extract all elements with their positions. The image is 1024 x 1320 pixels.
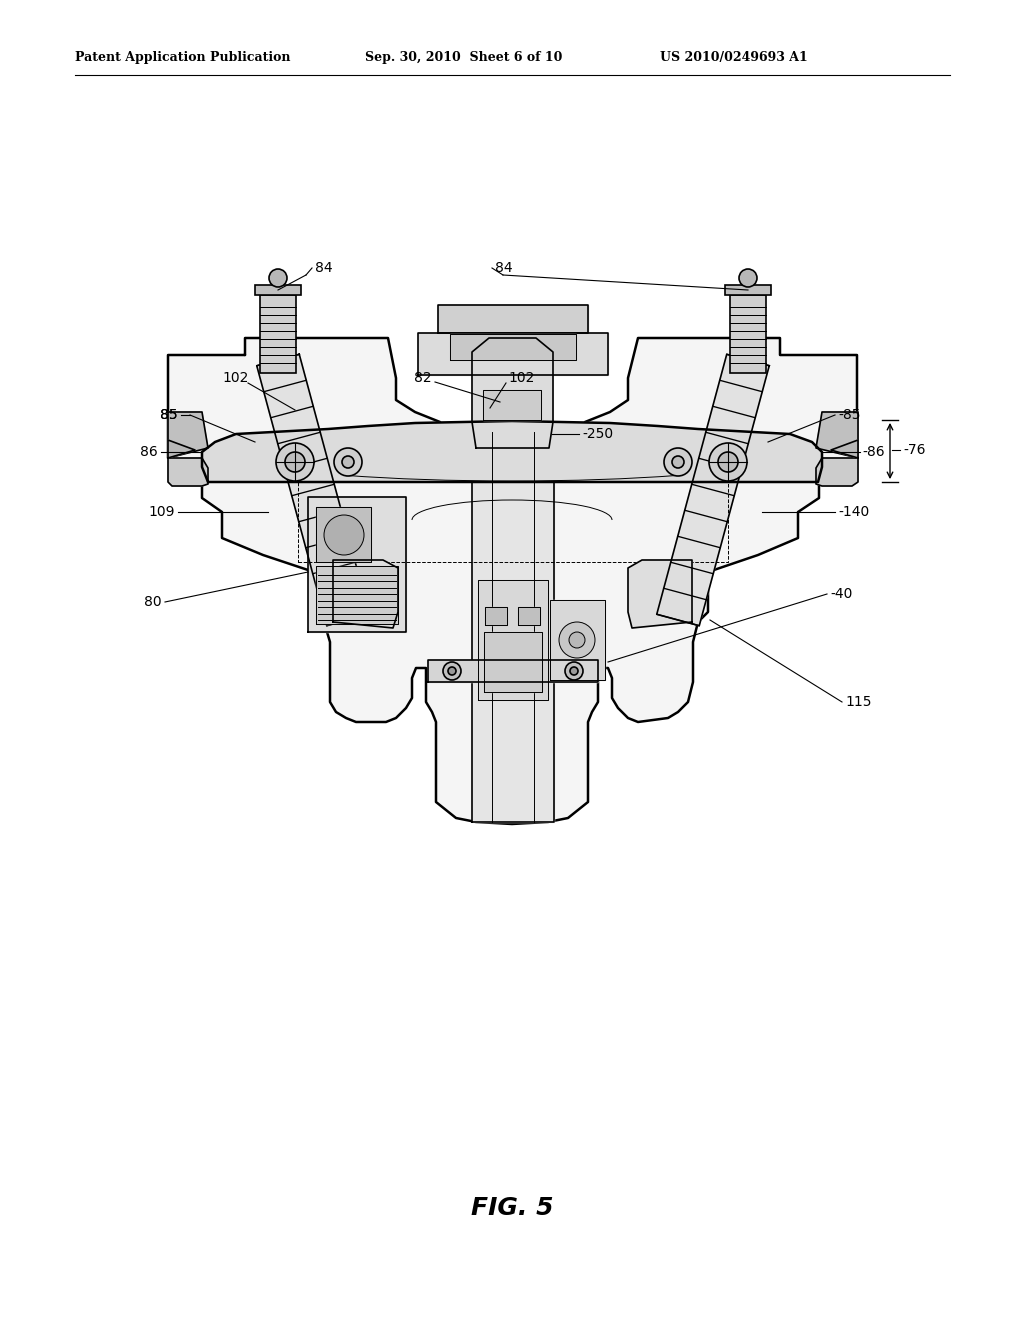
Polygon shape: [518, 607, 540, 624]
Text: 80: 80: [144, 595, 162, 609]
Polygon shape: [438, 305, 588, 333]
Text: US 2010/0249693 A1: US 2010/0249693 A1: [660, 51, 808, 65]
Text: Patent Application Publication: Patent Application Publication: [75, 51, 291, 65]
Text: 82: 82: [415, 371, 432, 385]
Circle shape: [559, 622, 595, 657]
Circle shape: [334, 447, 362, 477]
Circle shape: [276, 444, 314, 480]
Circle shape: [672, 455, 684, 469]
Circle shape: [443, 663, 461, 680]
Circle shape: [449, 667, 456, 675]
Polygon shape: [428, 660, 598, 682]
Bar: [260, 294, 296, 374]
Bar: [725, 285, 771, 294]
Text: -140: -140: [838, 506, 869, 519]
Bar: [730, 294, 766, 374]
Text: FIG. 5: FIG. 5: [471, 1196, 553, 1220]
Polygon shape: [257, 354, 370, 626]
Circle shape: [709, 444, 746, 480]
Polygon shape: [816, 458, 858, 486]
Circle shape: [342, 455, 354, 469]
Text: Sep. 30, 2010  Sheet 6 of 10: Sep. 30, 2010 Sheet 6 of 10: [365, 51, 562, 65]
Polygon shape: [333, 560, 398, 628]
Polygon shape: [168, 338, 857, 824]
Polygon shape: [816, 412, 858, 458]
Polygon shape: [831, 440, 858, 458]
Text: -85: -85: [838, 408, 860, 422]
Circle shape: [664, 447, 692, 477]
Text: 115: 115: [845, 696, 871, 709]
Polygon shape: [168, 458, 208, 486]
Circle shape: [269, 269, 287, 286]
Polygon shape: [450, 334, 575, 360]
Polygon shape: [550, 601, 605, 680]
Polygon shape: [418, 333, 608, 375]
Text: 84: 84: [495, 261, 513, 275]
Polygon shape: [168, 412, 208, 458]
Bar: [255, 285, 301, 294]
Text: 102: 102: [222, 371, 249, 385]
Circle shape: [285, 451, 305, 473]
Circle shape: [739, 269, 757, 286]
Circle shape: [324, 515, 364, 554]
Polygon shape: [478, 579, 548, 700]
Circle shape: [569, 632, 585, 648]
Polygon shape: [316, 507, 371, 562]
Polygon shape: [472, 338, 553, 447]
Text: 85: 85: [161, 408, 178, 422]
Polygon shape: [202, 421, 822, 482]
Polygon shape: [483, 389, 541, 420]
Polygon shape: [484, 632, 542, 692]
Text: 84: 84: [315, 261, 333, 275]
Text: -250: -250: [582, 426, 613, 441]
Polygon shape: [308, 498, 406, 632]
Circle shape: [570, 667, 578, 675]
Polygon shape: [472, 432, 554, 822]
Text: -76: -76: [903, 444, 926, 457]
Circle shape: [565, 663, 583, 680]
Polygon shape: [168, 440, 195, 458]
Text: -86: -86: [862, 445, 885, 459]
Text: 86: 86: [140, 445, 158, 459]
Text: 102: 102: [508, 371, 535, 385]
Polygon shape: [316, 566, 398, 624]
Text: -40: -40: [830, 587, 852, 601]
Polygon shape: [656, 354, 769, 626]
Text: 85: 85: [161, 408, 178, 422]
Text: 109: 109: [148, 506, 175, 519]
Circle shape: [718, 451, 738, 473]
Polygon shape: [485, 607, 507, 624]
Polygon shape: [628, 560, 692, 628]
